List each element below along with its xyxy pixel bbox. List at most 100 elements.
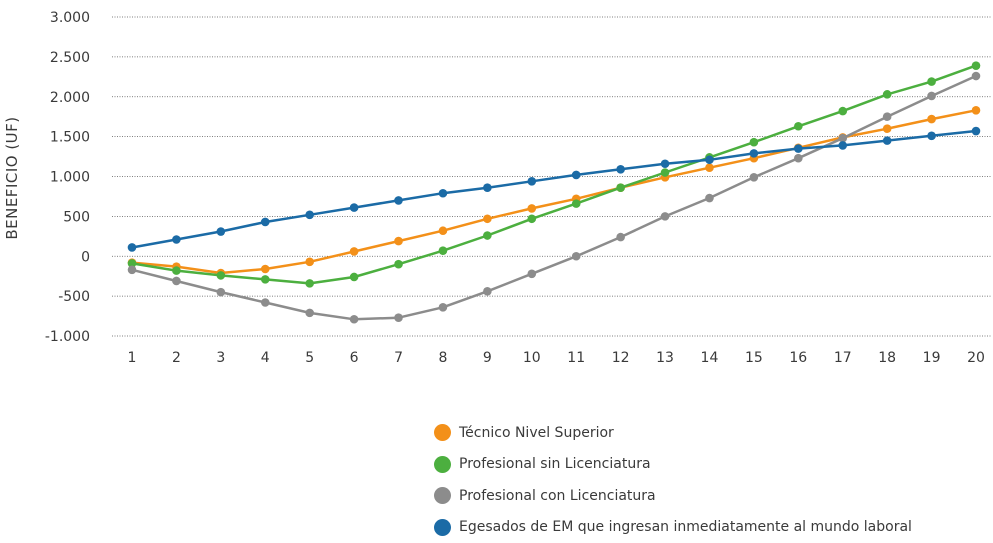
data-point xyxy=(483,183,492,192)
y-tick-label: 1.500 xyxy=(50,130,90,146)
x-tick-label: 20 xyxy=(967,350,985,366)
data-point xyxy=(705,163,714,172)
data-point xyxy=(572,199,581,208)
series-line xyxy=(132,66,976,284)
x-tick-label: 18 xyxy=(878,350,896,366)
data-point xyxy=(350,315,359,324)
data-point xyxy=(927,92,936,101)
data-point xyxy=(972,61,981,70)
data-point xyxy=(439,189,448,198)
data-point xyxy=(261,218,270,227)
data-point xyxy=(927,132,936,141)
series xyxy=(128,106,981,277)
data-point xyxy=(261,275,270,284)
series xyxy=(128,61,981,287)
x-tick-label: 10 xyxy=(523,350,541,366)
data-point xyxy=(394,196,403,205)
legend: Técnico Nivel Superior Profesional sin Li… xyxy=(434,417,912,543)
data-point xyxy=(661,168,670,177)
series-lines xyxy=(128,61,981,323)
x-tick-label: 13 xyxy=(656,350,674,366)
data-point xyxy=(661,159,670,168)
data-point xyxy=(394,237,403,246)
data-point xyxy=(483,287,492,296)
data-point xyxy=(128,243,137,252)
data-point xyxy=(750,173,759,182)
data-point xyxy=(305,210,314,219)
legend-item: Profesional sin Licenciatura xyxy=(434,449,912,481)
data-point xyxy=(394,260,403,269)
legend-label: Técnico Nivel Superior xyxy=(459,425,614,441)
legend-item: Profesional con Licenciatura xyxy=(434,480,912,512)
data-point xyxy=(927,115,936,124)
legend-swatch xyxy=(434,456,451,473)
data-point xyxy=(483,231,492,240)
x-tick-label: 15 xyxy=(745,350,763,366)
data-point xyxy=(705,194,714,203)
data-point xyxy=(217,288,226,297)
y-tick-label: -500 xyxy=(58,289,90,305)
y-tick-label: 2.500 xyxy=(50,50,90,66)
data-point xyxy=(261,265,270,274)
x-tick-label: 9 xyxy=(483,350,492,366)
y-tick-label: 0 xyxy=(81,249,90,265)
data-point xyxy=(350,273,359,282)
data-point xyxy=(661,212,670,221)
data-point xyxy=(794,122,803,131)
data-point xyxy=(883,90,892,99)
x-tick-label: 3 xyxy=(216,350,225,366)
x-tick-label: 2 xyxy=(172,350,181,366)
legend-swatch xyxy=(434,519,451,536)
data-point xyxy=(172,266,181,275)
data-point xyxy=(616,233,625,242)
data-point xyxy=(616,165,625,174)
data-point xyxy=(883,124,892,133)
data-point xyxy=(750,149,759,158)
data-point xyxy=(527,269,536,278)
x-tick-label: 12 xyxy=(612,350,630,366)
data-point xyxy=(350,247,359,256)
x-tick-label: 7 xyxy=(394,350,403,366)
series-line xyxy=(132,131,976,248)
x-tick-label: 17 xyxy=(834,350,852,366)
data-point xyxy=(838,141,847,150)
data-point xyxy=(305,279,314,288)
data-point xyxy=(128,266,137,275)
data-point xyxy=(972,127,981,136)
data-point xyxy=(394,313,403,322)
y-tick-label: 500 xyxy=(63,209,90,225)
series-line xyxy=(132,76,976,319)
x-tick-label: 14 xyxy=(701,350,719,366)
data-point xyxy=(439,303,448,312)
legend-label: Profesional con Licenciatura xyxy=(459,488,656,504)
legend-swatch xyxy=(434,487,451,504)
x-tick-label: 6 xyxy=(350,350,359,366)
series xyxy=(128,127,981,252)
data-point xyxy=(794,144,803,153)
x-tick-label: 4 xyxy=(261,350,270,366)
x-tick-label: 16 xyxy=(789,350,807,366)
data-point xyxy=(527,204,536,213)
data-point xyxy=(616,183,625,192)
data-point xyxy=(217,271,226,280)
legend-label: Egesados de EM que ingresan inmediatamen… xyxy=(459,519,912,535)
series xyxy=(128,72,981,324)
data-point xyxy=(750,138,759,147)
y-tick-label: -1.000 xyxy=(45,329,90,345)
data-point xyxy=(883,112,892,121)
data-point xyxy=(838,107,847,116)
data-point xyxy=(261,298,270,307)
y-tick-label: 3.000 xyxy=(50,10,90,26)
data-point xyxy=(927,77,936,86)
data-point xyxy=(217,227,226,236)
data-point xyxy=(572,252,581,261)
legend-item: Egesados de EM que ingresan inmediatamen… xyxy=(434,512,912,543)
data-point xyxy=(705,155,714,164)
legend-swatch xyxy=(434,424,451,441)
data-point xyxy=(483,214,492,223)
line-chart: 3.0002.5002.0001.5001.0005000-500-1.000 … xyxy=(0,0,993,400)
data-point xyxy=(527,177,536,186)
data-point xyxy=(439,226,448,235)
